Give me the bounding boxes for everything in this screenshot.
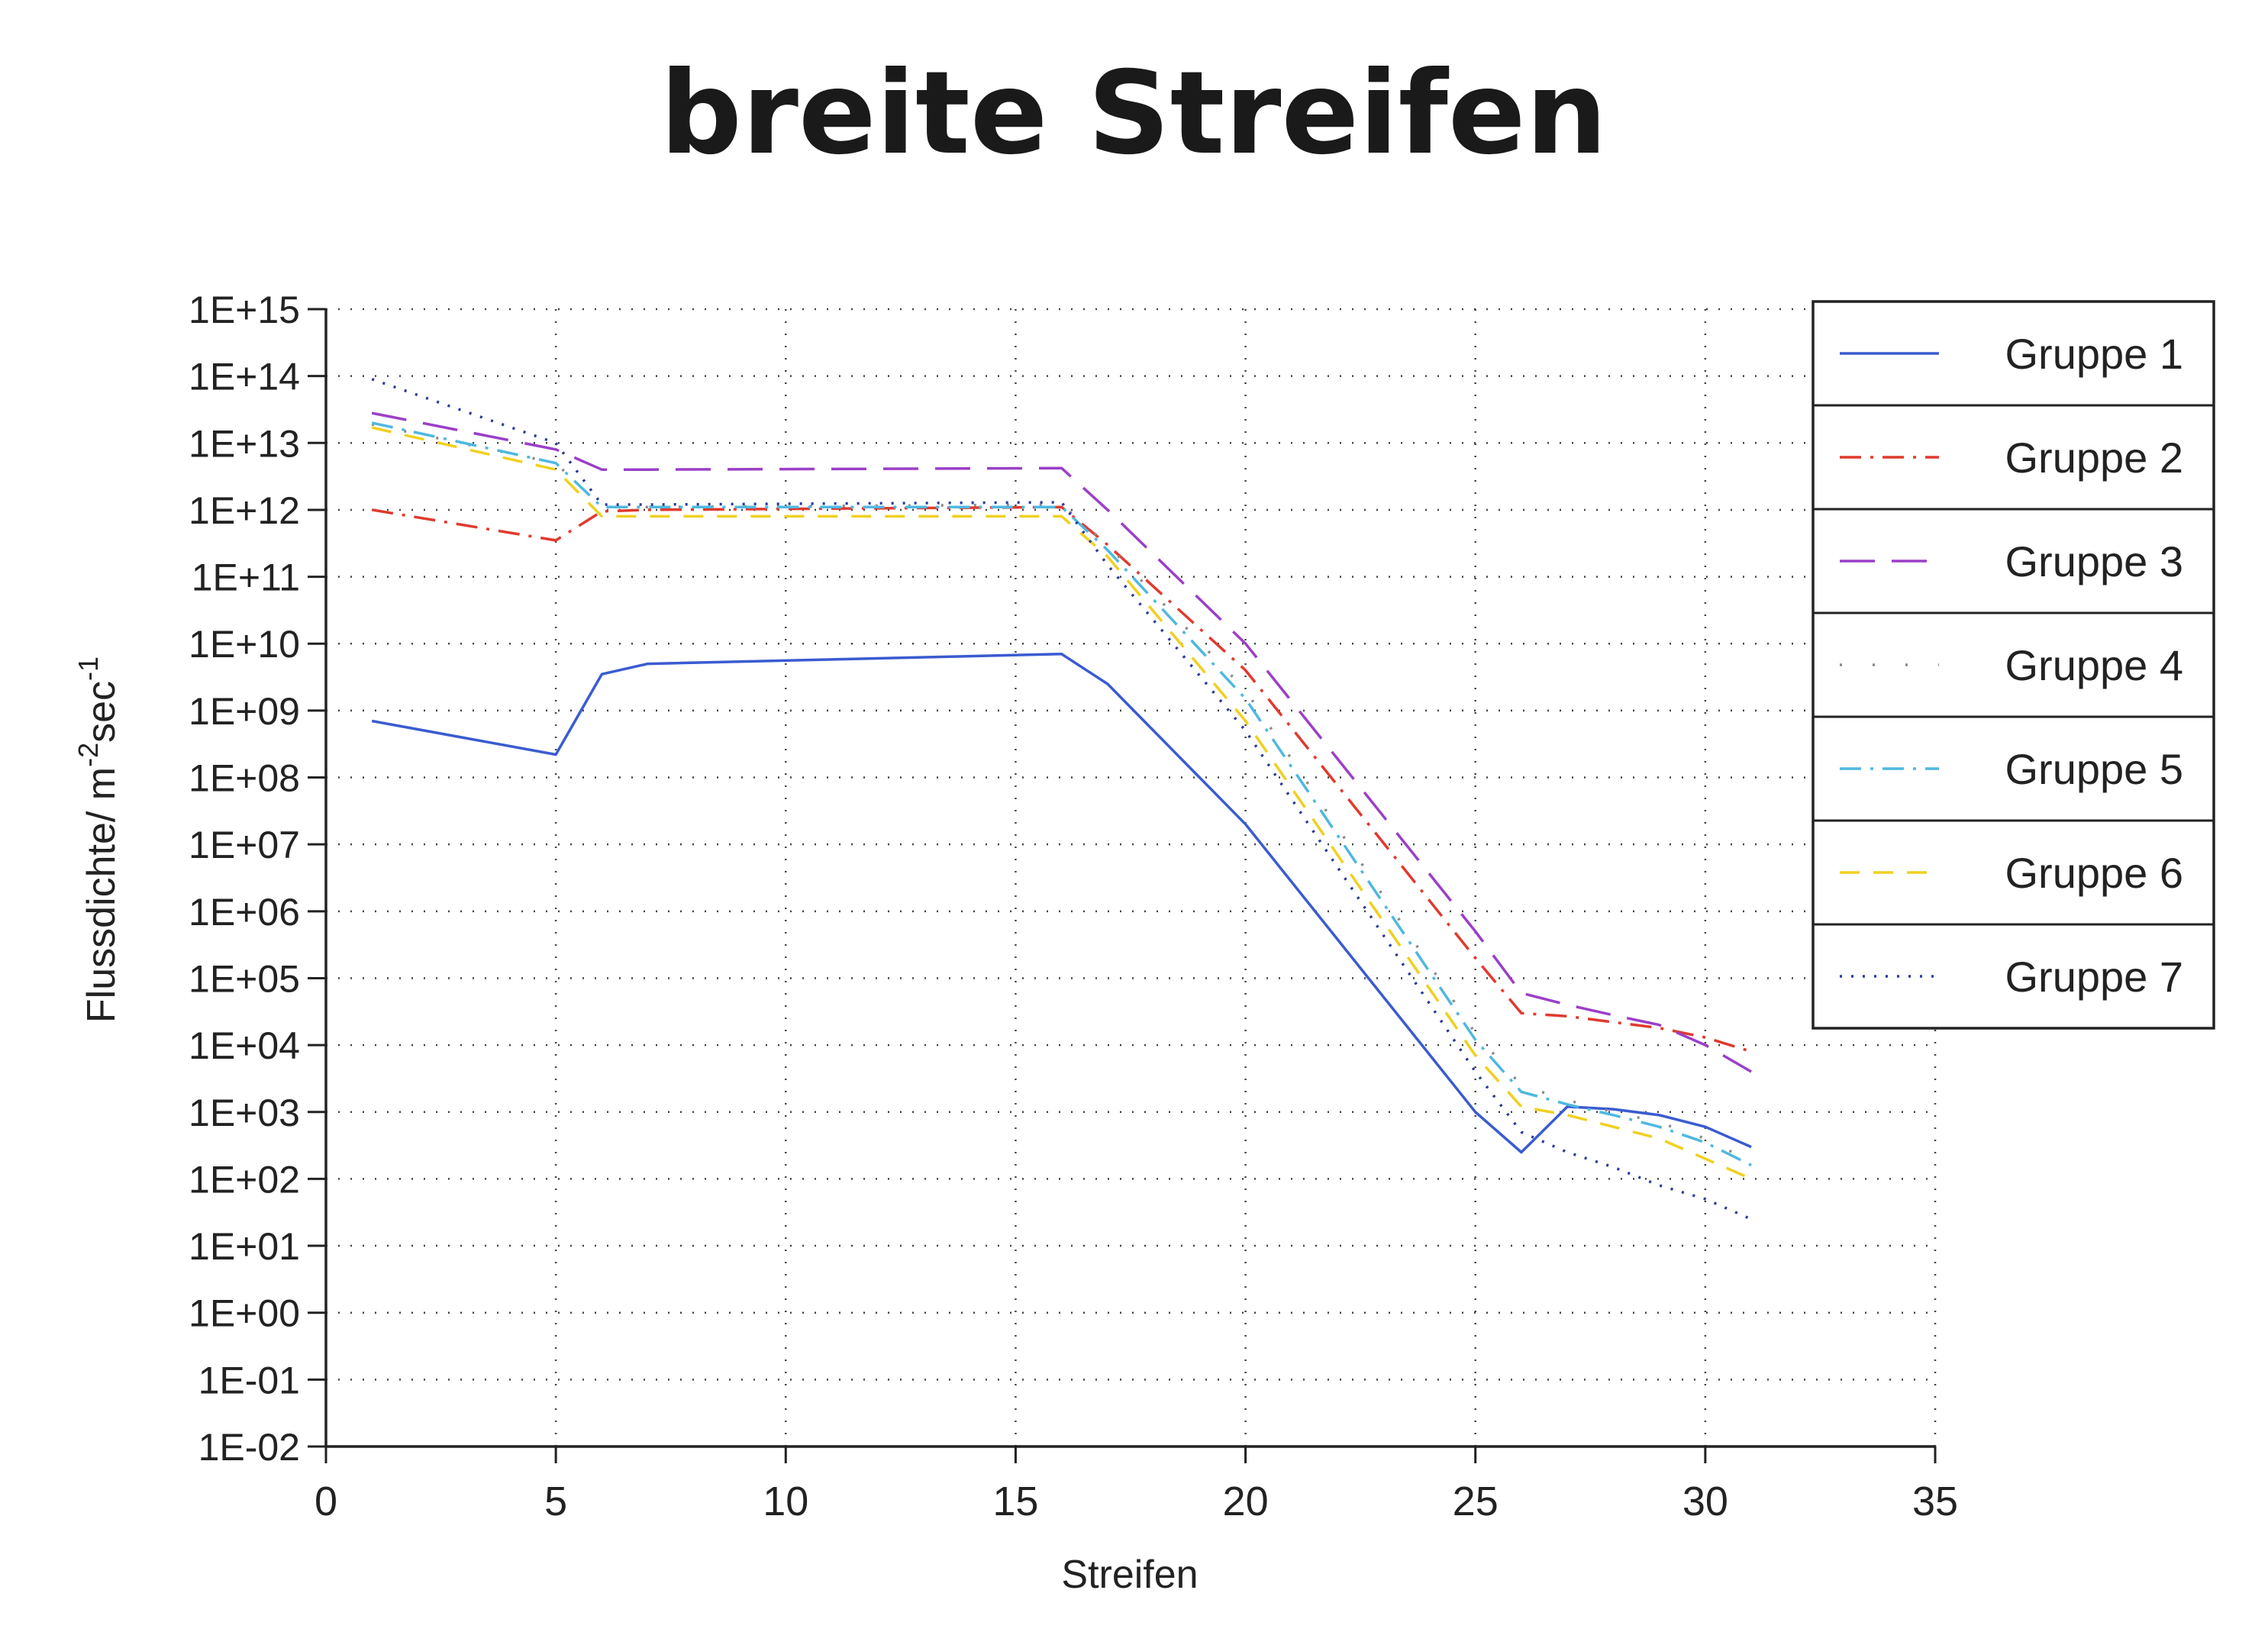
y-axis-title-sup1: -2 [73,743,104,767]
y-axis-title-mid: sec [79,681,124,743]
series-line-gruppe-5 [371,421,1752,1167]
y-tick-label: 1E+04 [189,1024,300,1067]
legend: Gruppe 1 Gruppe 2 Gruppe 3 Gruppe 4 Gruppe 5… [1811,300,2215,1030]
x-tick-label: 30 [1682,1479,1728,1524]
y-tick-label: 1E+15 [189,289,300,331]
y-axis-title-main: Flussdichte/ m [79,767,124,1023]
y-tick-label: 1E+10 [189,623,300,666]
y-tick-label: 1E-01 [198,1359,300,1401]
y-tick-label: 1E+11 [192,556,300,599]
x-tick-label: 5 [544,1479,567,1524]
legend-label-gruppe-4: Gruppe 4 [2005,641,2184,689]
y-tick-label: 1E+03 [189,1092,300,1134]
legend-label-gruppe-6: Gruppe 6 [2005,849,2184,897]
legend-box [1811,300,2215,1030]
y-axis-title-sup2: -1 [73,656,104,681]
x-axis-title: Streifen [1061,1553,1198,1597]
axes [308,308,1937,1463]
chart-title: breite Streifen [660,47,1608,180]
series-line-gruppe-2 [371,505,1752,1053]
y-tick-label: 1E+06 [189,891,300,934]
y-tick-label: 1E+02 [189,1158,300,1201]
y-tick-label: 1E+14 [189,356,300,398]
y-tick-label: 1E+01 [189,1225,300,1268]
y-tick-label: 1E+12 [189,489,300,532]
y-tick-label: 1E+08 [189,757,300,800]
legend-label-gruppe-3: Gruppe 3 [2005,537,2184,585]
x-tick-label: 25 [1453,1479,1499,1524]
y-tick-label: 1E+05 [189,957,300,1000]
series-line-gruppe-3 [371,411,1752,1073]
series-line-gruppe-6 [371,426,1752,1181]
legend-label-gruppe-2: Gruppe 2 [2005,434,2184,482]
x-tick-label: 35 [1912,1479,1958,1524]
y-tick-label: 1E+09 [189,690,300,733]
x-tick-label: 20 [1223,1479,1269,1524]
tick-labels: 1E+15 1E+14 1E+13 1E+12 1E+11 1E+10 1E+09 1E+08… [189,289,1958,1524]
legend-label-gruppe-5: Gruppe 5 [2005,745,2184,793]
y-tick-label: 1E+07 [189,824,300,866]
series-lines [371,378,1752,1221]
y-tick-label: 1E+13 [189,422,300,465]
y-tick-label: 1E-02 [198,1426,300,1469]
x-tick-label: 10 [763,1479,808,1524]
legend-label-gruppe-7: Gruppe 7 [2005,953,2184,1001]
y-tick-label: 1E+00 [189,1292,300,1335]
x-tick-label: 15 [992,1479,1038,1524]
y-axis-title: Flussdichte/ m-2sec-1 [73,656,124,1023]
legend-label-gruppe-1: Gruppe 1 [2005,330,2184,378]
series-line-gruppe-1 [371,653,1752,1154]
x-tick-label: 0 [315,1479,337,1524]
